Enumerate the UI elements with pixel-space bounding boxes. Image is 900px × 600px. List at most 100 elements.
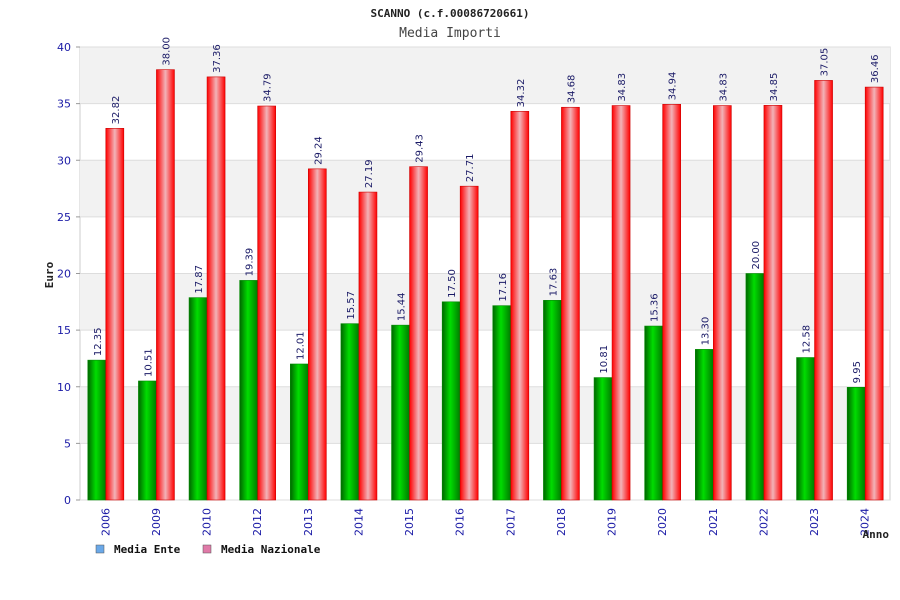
x-tick-label-2020: 2020	[656, 508, 669, 536]
bar-media-nazionale-2022	[763, 105, 783, 501]
x-tick-label-2024: 2024	[859, 508, 872, 536]
bar-value-label: 37.36	[212, 44, 223, 73]
x-tick-label-2022: 2022	[757, 508, 770, 536]
x-tick-label-2013: 2013	[302, 508, 315, 536]
bar-media-ente-2009	[138, 380, 157, 501]
bar-value-label: 17.87	[194, 265, 205, 294]
bar-media-nazionale-2010	[206, 76, 226, 501]
y-axis-ticks: 0 5 10 15 20 25 30 35 40	[57, 41, 80, 507]
bar-value-label: 15.36	[650, 293, 661, 322]
legend-swatch-media-nazionale	[202, 544, 212, 554]
bar-media-ente-2018	[543, 300, 562, 501]
bar-media-ente-2022	[745, 273, 765, 501]
bar-media-ente-2014	[340, 323, 360, 501]
bar-value-label: 34.79	[263, 73, 274, 102]
x-tick-label-2021: 2021	[707, 508, 720, 536]
bar-media-nazionale-2016	[459, 185, 479, 501]
bar-media-ente-2006	[87, 359, 107, 501]
bar-value-label: 9.95	[852, 361, 863, 383]
x-tick-label-2019: 2019	[606, 508, 619, 536]
bar-media-ente-2024	[846, 387, 866, 501]
bar-value-label: 15.44	[397, 293, 408, 322]
bar-value-label: 27.19	[364, 159, 375, 188]
bar-value-label: 10.81	[599, 345, 610, 374]
y-tick-label: 30	[57, 154, 71, 167]
y-tick-label: 25	[57, 211, 71, 224]
bar-media-nazionale-2017	[510, 111, 530, 501]
bar-value-label: 38.00	[161, 37, 172, 66]
bar-value-label: 17.16	[498, 273, 509, 302]
bar-media-ente-2019	[593, 377, 613, 501]
y-tick-label: 40	[57, 41, 71, 54]
bar-media-ente-2015	[391, 324, 410, 501]
legend: Media Ente Media Nazionale	[95, 543, 321, 556]
bar-value-label: 34.68	[566, 75, 577, 104]
legend-label-media-ente: Media Ente	[114, 543, 181, 556]
x-tick-label-2016: 2016	[454, 508, 467, 536]
bar-media-ente-2023	[796, 357, 815, 501]
bar-media-ente-2017	[492, 305, 512, 501]
bar-value-label: 12.58	[802, 325, 813, 354]
bar-media-nazionale-2006	[105, 128, 125, 501]
bar-media-nazionale-2013	[308, 168, 327, 501]
bar-value-label: 10.51	[143, 348, 154, 377]
legend-swatch-media-ente	[95, 544, 105, 554]
bar-media-nazionale-2012	[257, 105, 276, 501]
bar-value-label: 32.82	[111, 96, 122, 125]
bar-value-label: 34.83	[617, 73, 628, 102]
x-tick-label-2015: 2015	[403, 508, 416, 536]
bar-media-ente-2020	[644, 325, 663, 501]
y-tick-label: 20	[57, 268, 71, 281]
y-tick-label: 0	[64, 494, 71, 507]
bar-value-label: 34.94	[668, 72, 679, 101]
bar-media-nazionale-2023	[814, 80, 833, 501]
bar-media-nazionale-2018	[561, 106, 580, 501]
y-axis-label: Euro	[43, 261, 56, 288]
bar-value-label: 27.71	[465, 154, 476, 183]
x-tick-label-2023: 2023	[808, 508, 821, 536]
bar-value-label: 37.05	[820, 48, 831, 77]
bar-media-ente-2010	[188, 297, 208, 501]
bar-value-labels: 12.35 32.82 10.51 38.00 17.87 37.36 19.39 34.79…	[93, 37, 881, 383]
bar-value-label: 34.32	[516, 79, 527, 108]
bar-media-nazionale-2024	[864, 86, 884, 501]
x-tick-label-2012: 2012	[251, 508, 264, 536]
bar-value-label: 17.50	[447, 269, 458, 298]
x-tick-label-2017: 2017	[504, 508, 517, 536]
x-axis-label: Anno	[863, 528, 890, 541]
bar-media-nazionale-2014	[358, 191, 378, 501]
chart-title: SCANNO (c.f.00086720661)	[371, 7, 530, 20]
bar-media-ente-2013	[290, 363, 309, 501]
bar-value-label: 19.39	[245, 248, 256, 277]
x-tick-label-2014: 2014	[352, 508, 365, 536]
bar-value-label: 20.00	[751, 241, 762, 270]
x-tick-label-2010: 2010	[201, 508, 214, 536]
legend-label-media-nazionale: Media Nazionale	[221, 543, 321, 556]
bar-value-label: 34.85	[769, 73, 780, 102]
bar-media-ente-2016	[441, 301, 461, 501]
bar-value-label: 15.57	[346, 291, 357, 320]
y-tick-label: 10	[57, 381, 71, 394]
bar-value-label: 13.30	[700, 317, 711, 346]
bar-value-label: 29.43	[415, 134, 426, 163]
chart-subtitle: Media Importi	[399, 26, 501, 41]
bar-media-nazionale-2015	[409, 166, 428, 501]
x-tick-label-2018: 2018	[555, 508, 568, 536]
y-tick-label: 5	[64, 437, 71, 450]
bar-value-label: 29.24	[313, 136, 324, 165]
bar-media-ente-2021	[695, 349, 714, 501]
bar-value-label: 36.46	[870, 54, 881, 83]
bar-value-label: 17.63	[548, 268, 559, 297]
y-tick-label: 35	[57, 98, 71, 111]
y-tick-label: 15	[57, 324, 71, 337]
bar-media-nazionale-2021	[713, 105, 732, 501]
bar-media-nazionale-2019	[611, 105, 631, 501]
x-tick-label-2009: 2009	[150, 508, 163, 536]
bar-media-ente-2012	[239, 280, 258, 501]
bar-media-nazionale-2020	[662, 104, 681, 501]
x-axis-ticks: 2006 2009 2010 2012 2013 2014 2015 2016 2017 2018…	[99, 508, 871, 536]
bar-media-nazionale-2009	[156, 69, 175, 501]
bars	[87, 69, 884, 501]
bar-value-label: 34.83	[718, 73, 729, 102]
